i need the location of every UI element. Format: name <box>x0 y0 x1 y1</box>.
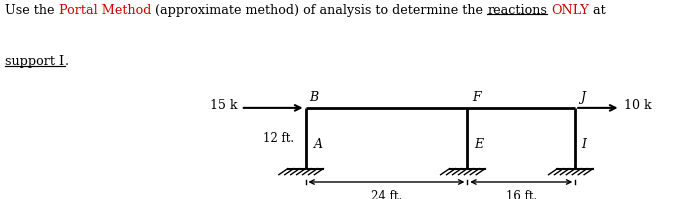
Text: J: J <box>580 91 585 104</box>
Text: support I: support I <box>5 55 65 68</box>
Text: Use the: Use the <box>5 4 59 17</box>
Text: 24 ft.: 24 ft. <box>371 190 402 199</box>
Text: reactions: reactions <box>487 4 547 17</box>
Text: I: I <box>582 138 587 151</box>
Text: at: at <box>589 4 605 17</box>
Text: ONLY: ONLY <box>551 4 589 17</box>
Text: F: F <box>472 91 481 104</box>
Text: (approximate method) of analysis to determine the: (approximate method) of analysis to dete… <box>151 4 487 17</box>
Text: E: E <box>474 138 483 151</box>
Text: B: B <box>308 91 318 104</box>
Text: .: . <box>65 55 69 68</box>
Text: Portal Method: Portal Method <box>59 4 151 17</box>
Text: 10 k: 10 k <box>624 99 651 112</box>
Text: 12 ft.: 12 ft. <box>263 132 294 145</box>
Text: 16 ft.: 16 ft. <box>506 190 537 199</box>
Text: A: A <box>314 138 323 151</box>
Text: 15 k: 15 k <box>210 99 238 112</box>
